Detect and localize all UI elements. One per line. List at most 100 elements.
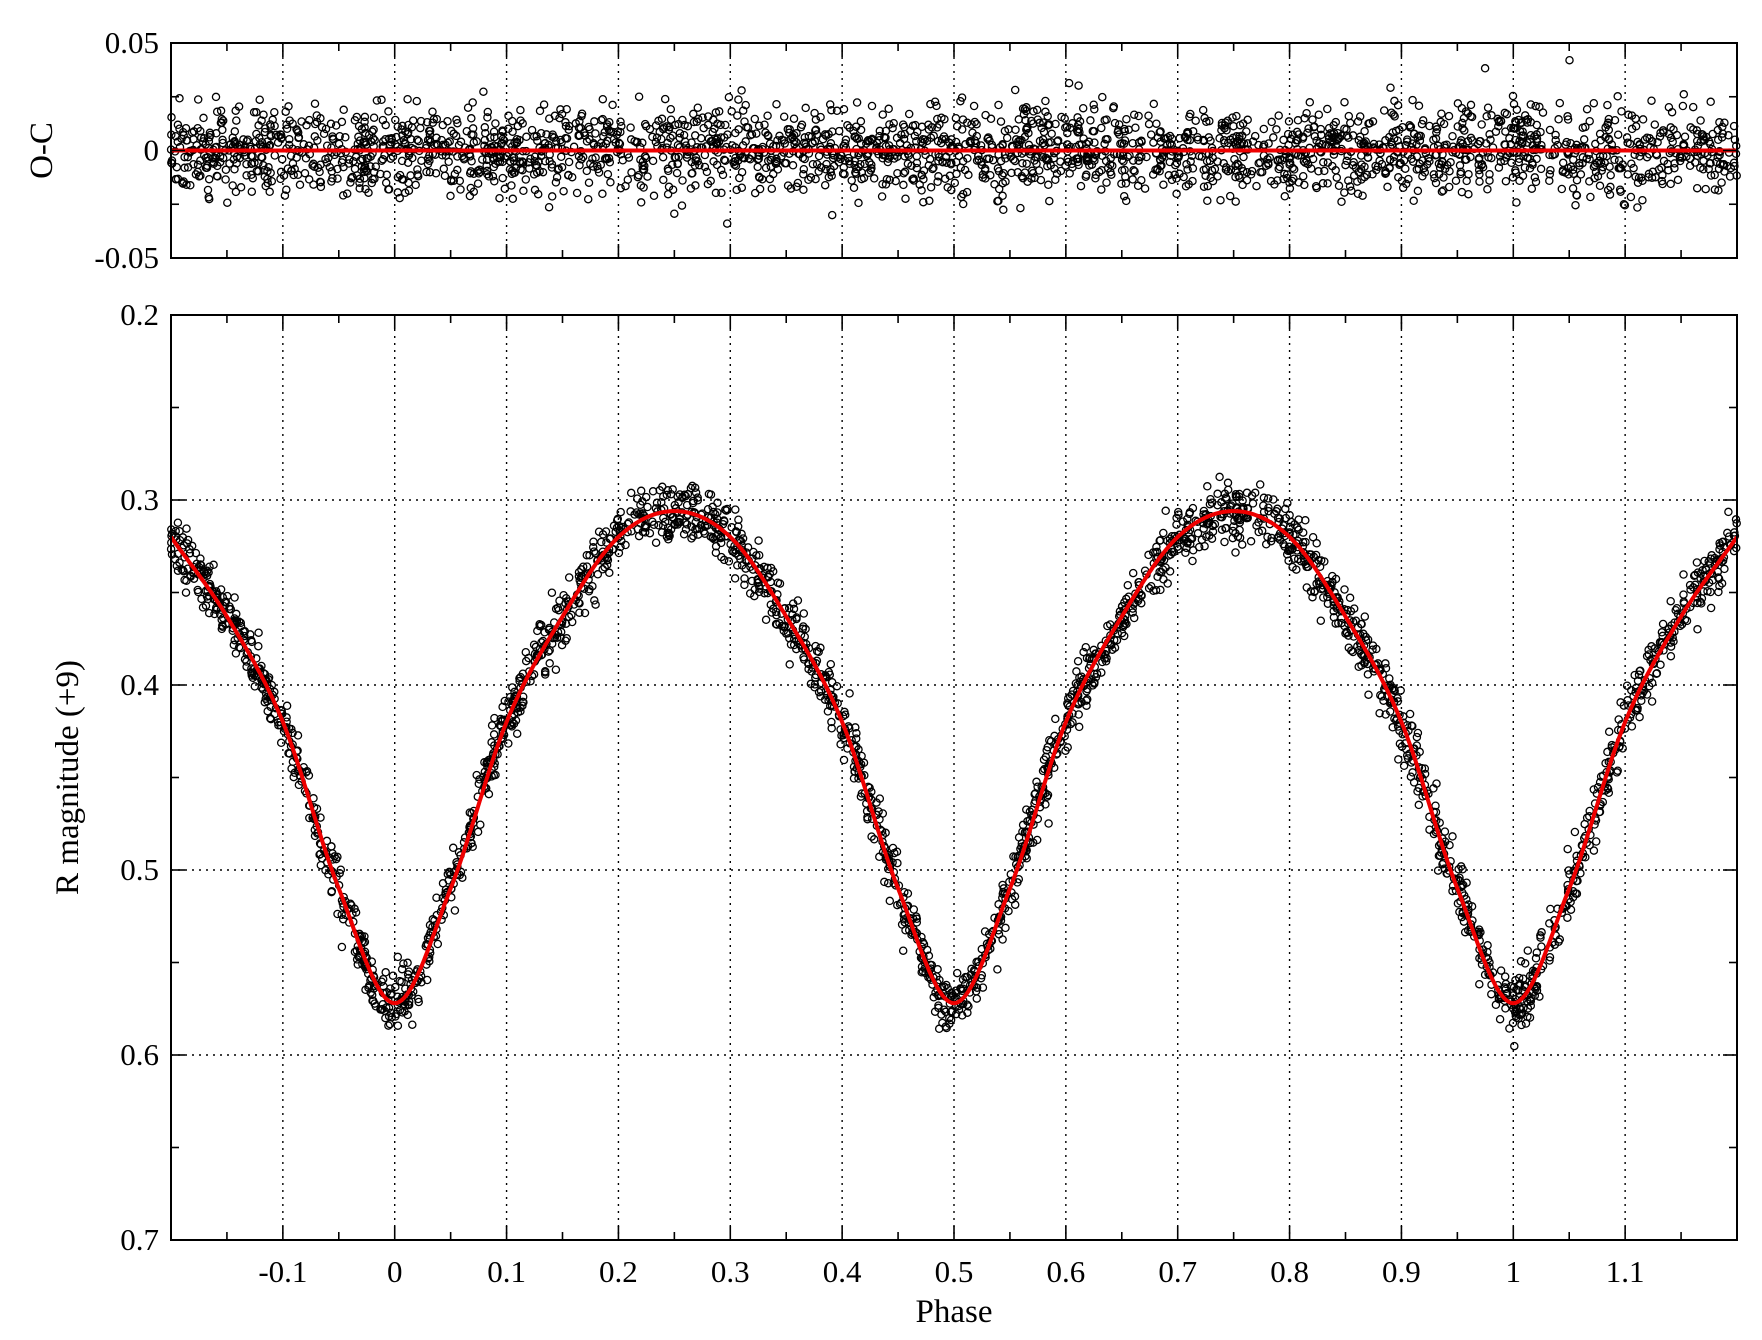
residual-point (898, 120, 908, 129)
observation-point (1672, 603, 1682, 613)
observation-point (1156, 585, 1165, 595)
observation-point (1679, 590, 1688, 599)
residual-point (1579, 135, 1589, 144)
residual-point (693, 103, 703, 112)
residual-point (649, 191, 659, 201)
residual-point (496, 153, 505, 162)
observation-point (289, 772, 298, 782)
residual-point (584, 178, 594, 187)
residual-point (666, 104, 676, 114)
observation-point (708, 532, 717, 542)
residual-point (915, 180, 924, 189)
observation-point (249, 670, 259, 680)
observation-point (785, 660, 794, 669)
observation-point (1273, 533, 1282, 543)
residual-point (1414, 101, 1424, 111)
residual-point (826, 164, 835, 174)
residual-point (251, 136, 260, 146)
residual-point (1673, 175, 1683, 185)
residual-point (1017, 135, 1026, 145)
residual-point (474, 169, 484, 178)
observation-point (1074, 722, 1084, 732)
residual-point (687, 157, 697, 167)
observation-point (1018, 820, 1028, 830)
residual-point (615, 139, 625, 149)
residual-point (397, 156, 407, 166)
residual-point (1655, 132, 1665, 141)
residual-point (1035, 118, 1044, 128)
residual-point (1538, 108, 1548, 117)
residual-point (1514, 115, 1523, 125)
residual-point (985, 136, 994, 146)
residual-point (1603, 120, 1612, 129)
residual-point (1119, 191, 1129, 201)
residual-point (1006, 152, 1016, 161)
residual-point (260, 172, 270, 181)
observation-point (1001, 923, 1010, 933)
residual-point (532, 161, 542, 170)
observation-point (852, 728, 861, 738)
residual-point (1155, 127, 1164, 137)
residual-point (1424, 154, 1433, 163)
residual-point (443, 116, 452, 126)
observation-point (826, 659, 836, 669)
residual-point (236, 183, 246, 192)
residual-point (562, 104, 571, 114)
residual-point (338, 191, 348, 200)
observation-point (1234, 514, 1243, 524)
residual-point (1117, 166, 1127, 175)
observation-point (1619, 701, 1629, 710)
residual-point (1506, 123, 1516, 133)
residual-point (377, 95, 386, 105)
residual-point (1494, 122, 1503, 131)
residual-point (1091, 170, 1101, 180)
residual-point (308, 161, 317, 170)
observation-point (1375, 708, 1384, 718)
residual-point (1140, 184, 1150, 193)
observation-point (1292, 539, 1301, 548)
residual-point (912, 163, 922, 173)
residual-point (1355, 112, 1365, 121)
residual-point (1346, 118, 1355, 128)
residual-point (310, 119, 320, 129)
observation-point (498, 702, 507, 712)
residual-point (1451, 176, 1461, 185)
residual-point (363, 153, 373, 163)
residual-point (859, 173, 869, 183)
residual-point (1405, 123, 1415, 132)
residual-point (1566, 138, 1575, 148)
residual-point (248, 173, 258, 183)
observation-point (589, 547, 599, 556)
residual-point (779, 112, 789, 121)
residual-point (312, 111, 322, 120)
residual-point (1036, 175, 1046, 185)
residual-point (1086, 116, 1095, 125)
residual-point (1041, 96, 1050, 106)
residual-point (478, 155, 487, 164)
residual-point (1231, 197, 1240, 206)
residual-point (792, 182, 801, 192)
residual-point (1638, 115, 1648, 124)
residual-point (385, 140, 395, 149)
residual-point (267, 176, 277, 186)
residual-point (1718, 160, 1728, 169)
observation-point (1310, 587, 1319, 597)
residual-point (381, 178, 391, 188)
residual-point (654, 116, 663, 126)
residual-point (370, 135, 379, 145)
residual-point (1701, 184, 1710, 194)
observation-point (1032, 777, 1041, 787)
residual-point (259, 161, 268, 170)
residual-point (602, 120, 612, 129)
residual-point (1201, 171, 1210, 180)
residual-point (721, 156, 730, 165)
residual-point (295, 180, 305, 190)
residual-point (994, 184, 1004, 194)
residual-point (1344, 133, 1353, 142)
residual-point (909, 176, 919, 185)
residual-point (1213, 172, 1222, 181)
observation-point (972, 994, 982, 1003)
residual-point (814, 167, 823, 176)
residual-point (423, 135, 433, 145)
residual-point (737, 183, 747, 192)
